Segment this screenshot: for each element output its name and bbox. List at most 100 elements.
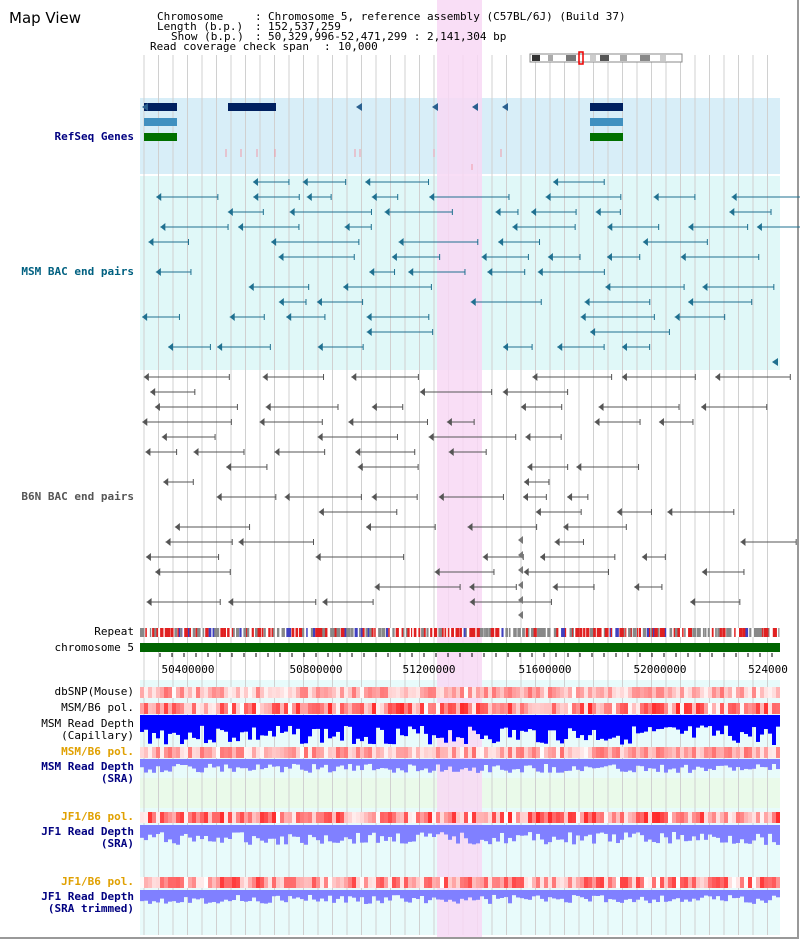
dbsnp-cell	[464, 687, 468, 698]
jf1-b6-pol-label[interactable]: JF1/B6 pol.	[61, 810, 134, 823]
jf1-b6-pol2-cell	[632, 877, 636, 888]
jf1-b6-pol-cell	[480, 812, 484, 823]
repeat-bar	[692, 628, 697, 637]
msm-b6-pol2-cell	[452, 747, 456, 758]
msm-b6-pol2-cell	[620, 747, 624, 758]
jf1-b6-pol2-cell	[264, 877, 268, 888]
msm-b6-pol-cell	[628, 703, 632, 714]
jf1-b6-pol-cell	[476, 812, 480, 823]
msm-bac-label[interactable]: MSM BAC end pairs	[21, 265, 134, 278]
msm-depth-cap-bar	[440, 715, 444, 738]
repeat-bar	[497, 628, 500, 637]
jf1-b6-pol-cell	[548, 812, 552, 823]
jf1-depth-sra-bar	[720, 825, 724, 843]
repeat-bar	[646, 628, 650, 637]
jf1-depth-sra-label[interactable]: JF1 Read Depth	[41, 825, 134, 838]
msm-depth-sra-bar	[252, 759, 256, 770]
jf1-depth-trim-bar	[528, 890, 532, 900]
jf1-b6-pol2-cell	[576, 877, 580, 888]
jf1-depth-sra-bar	[612, 825, 616, 835]
msm-b6-pol2-cell	[520, 747, 524, 758]
dbsnp-cell	[508, 687, 512, 698]
msm-b6-pol2-cell	[776, 747, 780, 758]
msm-depth-sra-bar	[276, 759, 280, 767]
jf1-b6-pol2-cell	[348, 877, 352, 888]
msm-b6-pol2-cell	[192, 747, 196, 758]
dbsnp-cell	[704, 687, 708, 698]
msm-depth-sra-bar	[728, 759, 732, 768]
msm-depth-cap-bar	[724, 715, 728, 726]
msm-depth-sra-bar	[568, 759, 572, 771]
axis-tick-label: 524000	[748, 663, 788, 676]
msm-depth-cap-bar	[260, 715, 264, 736]
msm-depth-sra-bar	[436, 759, 440, 765]
dbsnp-cell	[448, 687, 452, 698]
msm-depth-sra-bar	[708, 759, 712, 769]
b6n-bac-pair-end	[318, 508, 324, 516]
msm-depth-sra-bar	[428, 759, 432, 773]
repeat-label[interactable]: Repeat	[94, 625, 134, 638]
jf1-b6-pol-cell	[184, 812, 188, 823]
jf1-depth-trim-label[interactable]: JF1 Read Depth	[41, 890, 134, 903]
dbsnp-label[interactable]: dbSNP(Mouse)	[54, 685, 134, 698]
repeat-bar	[438, 628, 443, 637]
jf1-b6-pol-2-label[interactable]: JF1/B6 pol.	[61, 875, 134, 888]
msm-b6-pol2-cell	[460, 747, 464, 758]
jf1-b6-pol2-cell	[296, 877, 300, 888]
jf1-depth-sra-bar	[712, 825, 716, 837]
msm-b6-pol2-cell	[140, 747, 144, 758]
msm-b6-pol2-cell	[276, 747, 280, 758]
b6n-bac-pair-end	[518, 536, 523, 544]
msm-depth-cap-bar	[396, 715, 400, 729]
msm-depth-cap-bar	[172, 715, 176, 733]
repeat-bar	[177, 628, 180, 637]
msm-depth-sra-bar	[680, 759, 684, 768]
msm-b6-pol2-cell	[432, 747, 436, 758]
jf1-depth-trim-bar	[608, 890, 612, 900]
repeat-bar	[513, 628, 517, 637]
msm-depth-sra-bar	[624, 759, 628, 772]
msm-depth-cap-bar	[284, 715, 288, 732]
jf1-b6-pol-cell	[372, 812, 376, 823]
msm-depth-sra-bar	[292, 759, 296, 764]
jf1-depth-sra-bar	[508, 825, 512, 838]
msm-depth-sra-label[interactable]: MSM Read Depth	[41, 760, 134, 773]
dbsnp-cell	[452, 687, 456, 698]
b6n-bac-label[interactable]: B6N BAC end pairs	[21, 490, 134, 503]
jf1-depth-trim-bar	[700, 890, 704, 898]
msm-b6-pol-label[interactable]: MSM/B6 pol.	[61, 701, 134, 714]
repeat-bar	[562, 628, 566, 637]
jf1-b6-pol2-cell	[140, 877, 144, 888]
jf1-depth-trim-bar	[732, 890, 736, 899]
refseq-genes-label[interactable]: RefSeq Genes	[54, 130, 134, 143]
jf1-b6-pol2-cell	[168, 877, 172, 888]
jf1-b6-pol-cell	[464, 812, 468, 823]
jf1-depth-trim-bar	[300, 890, 304, 900]
dbsnp-cell	[368, 687, 372, 698]
repeat-bar	[739, 628, 743, 637]
msm-b6-pol2-cell	[512, 747, 516, 758]
repeat-bar	[362, 628, 365, 637]
jf1-depth-trim-bar	[580, 890, 584, 898]
msm-depth-cap-label[interactable]: MSM Read Depth	[41, 717, 134, 730]
b6n-bac-pair-end	[284, 493, 290, 501]
b6n-bac-pair-end	[193, 448, 199, 456]
jf1-depth-trim-bar	[376, 890, 380, 901]
msm-bac-pair-end	[547, 253, 553, 261]
msm-bac-pair-end	[366, 313, 372, 321]
jf1-b6-pol2-cell	[464, 877, 468, 888]
msm-depth-sra-bar	[488, 759, 492, 773]
msm-b6-pol-cell	[332, 703, 336, 714]
jf1-b6-pol-cell	[664, 812, 668, 823]
jf1-b6-pol2-cell	[520, 877, 524, 888]
repeat-bar	[669, 628, 673, 637]
jf1-b6-pol-cell	[432, 812, 436, 823]
jf1-depth-sra-bar	[684, 825, 688, 842]
repeat-bar	[749, 628, 752, 637]
msm-b6-pol-2-label[interactable]: MSM/B6 pol.	[61, 745, 134, 758]
jf1-b6-pol2-cell	[440, 877, 444, 888]
msm-depth-cap-bar	[328, 715, 332, 739]
msm-depth-sra-bar	[348, 759, 352, 765]
jf1-b6-pol-cell	[736, 812, 740, 823]
